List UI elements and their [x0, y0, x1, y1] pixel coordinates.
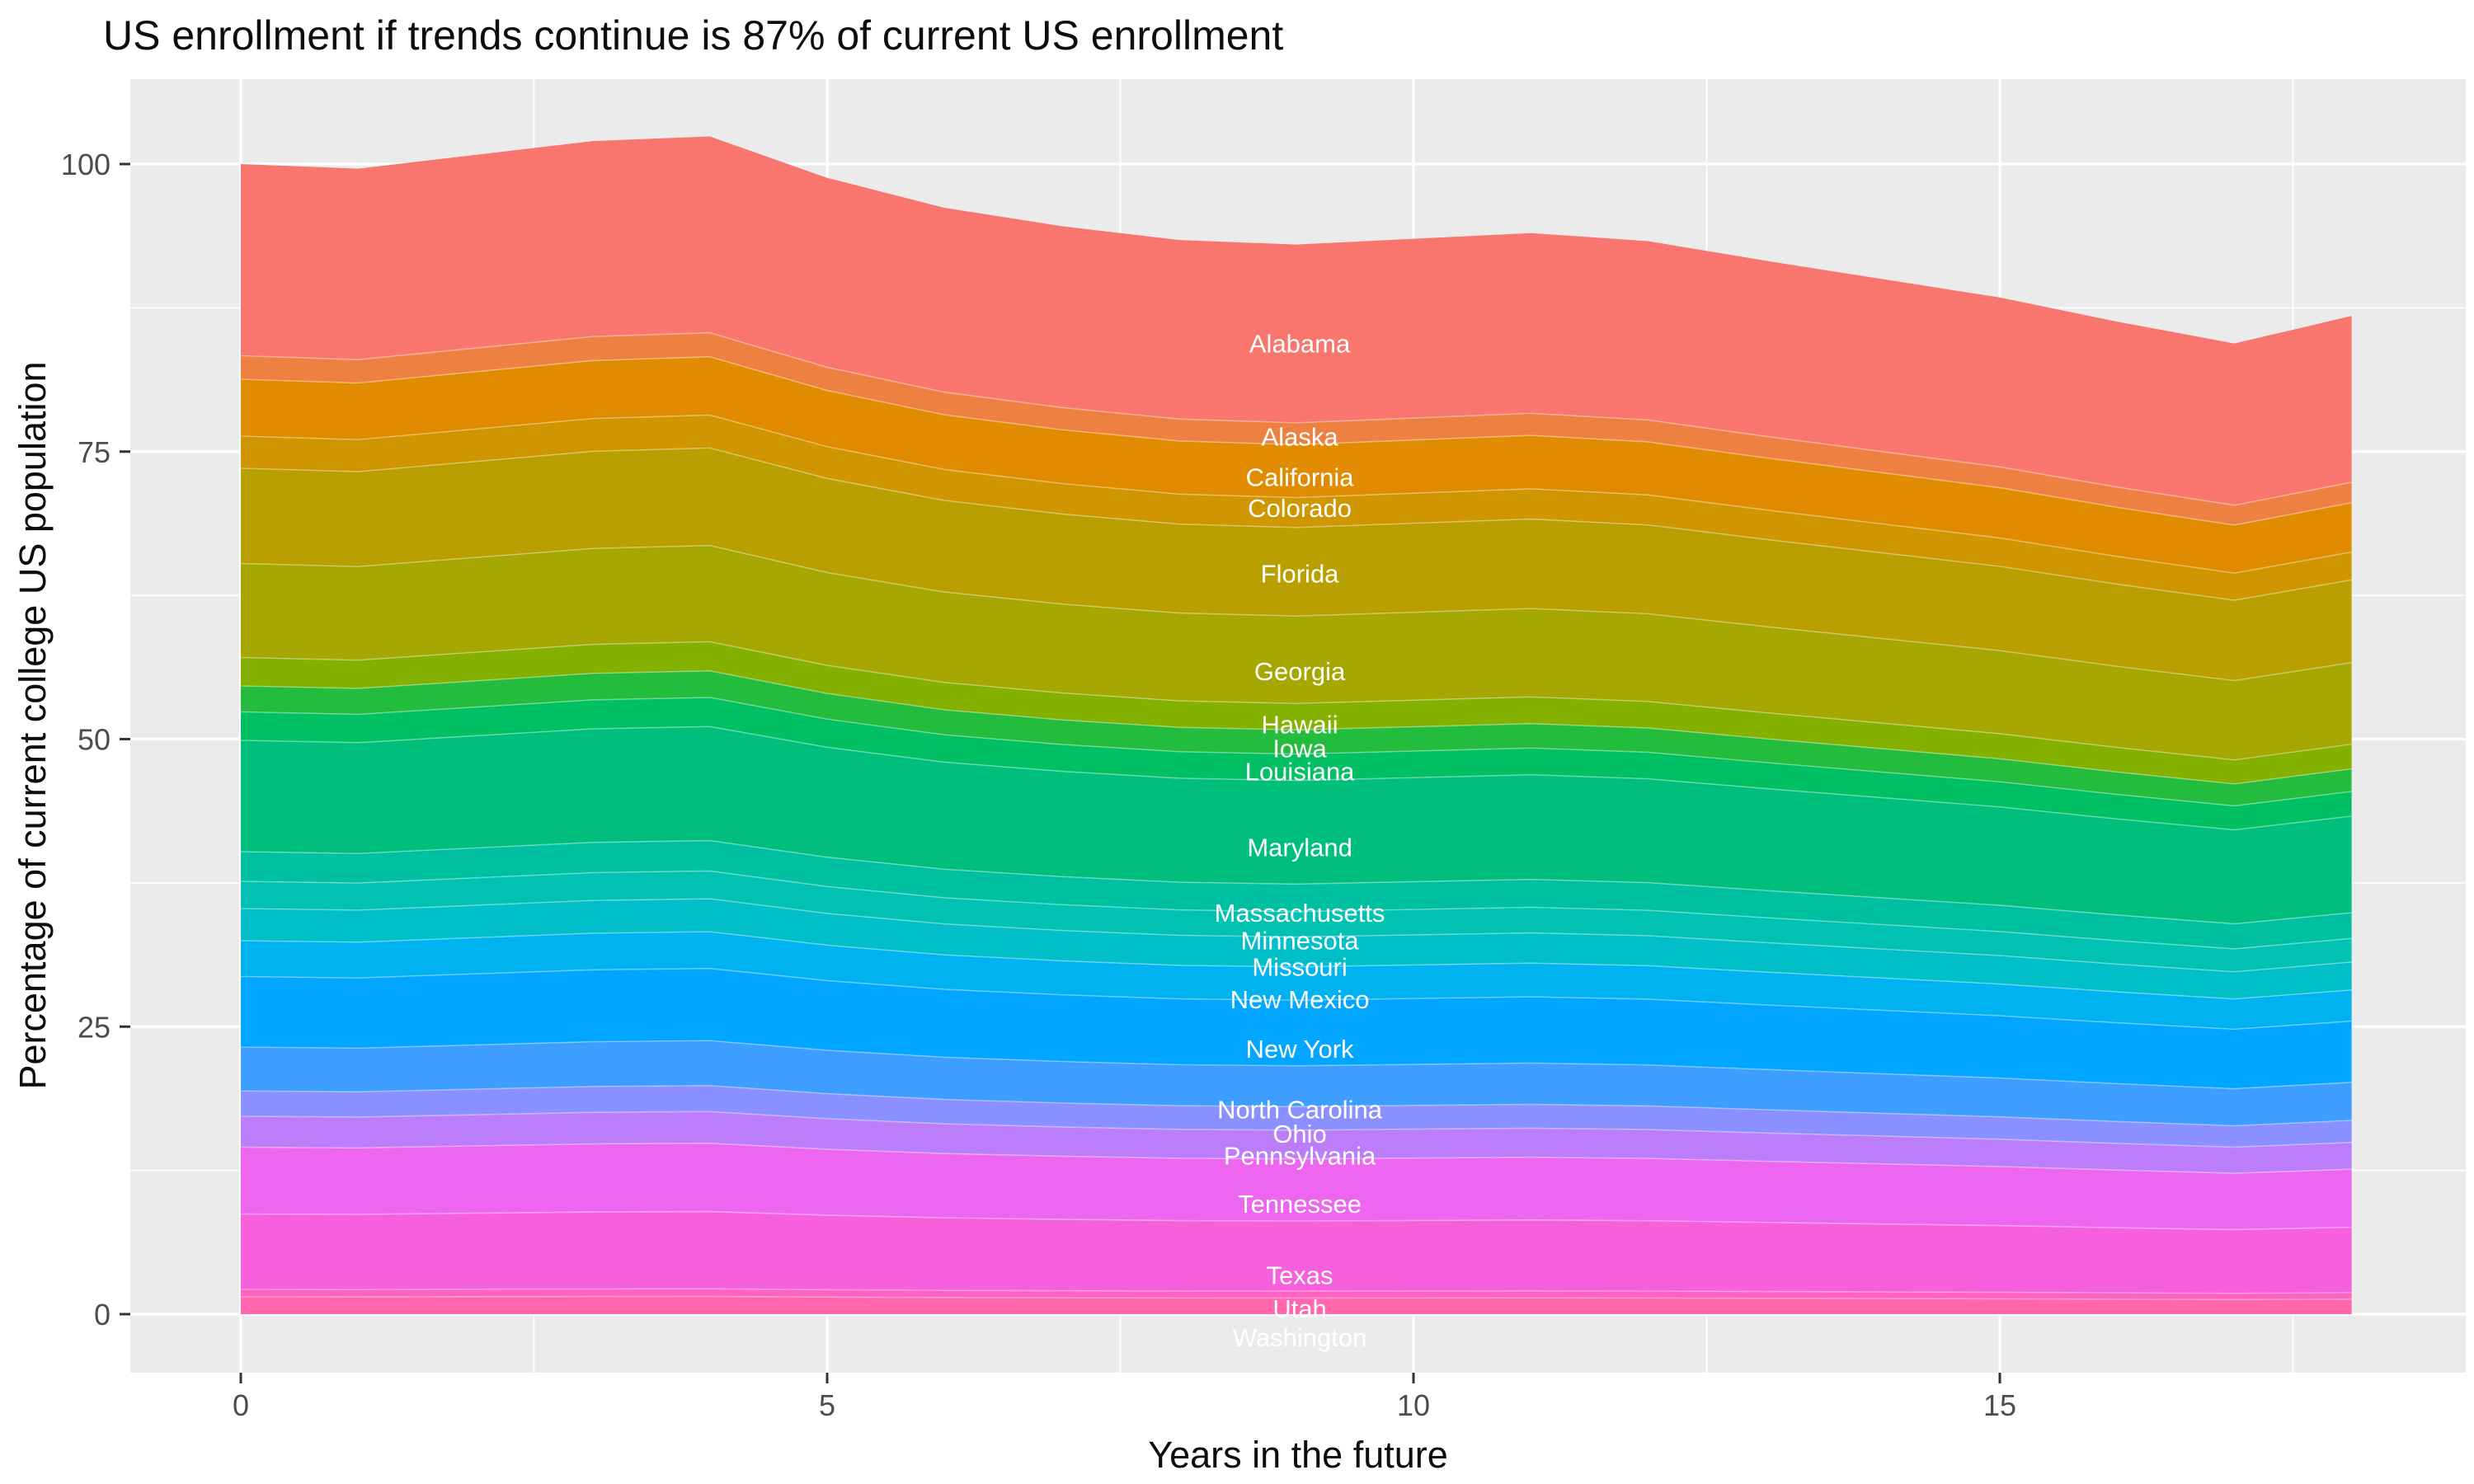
state-label-california: California	[1246, 463, 1355, 491]
state-label-new-mexico: New Mexico	[1230, 985, 1370, 1014]
area-maryland	[241, 726, 2352, 924]
area-new-mexico	[241, 932, 2352, 1030]
band-boundary-line	[240, 898, 2352, 973]
state-label-florida: Florida	[1261, 560, 1340, 589]
x-tick-label: 15	[1983, 1388, 2016, 1422]
band-boundary-line	[240, 967, 2352, 1031]
state-label-minnesota: Minnesota	[1241, 927, 1360, 956]
area-texas	[241, 1211, 2352, 1294]
area-missouri	[241, 899, 2352, 999]
area-north-carolina	[241, 1040, 2352, 1126]
state-label-alaska: Alaska	[1262, 423, 1339, 452]
band-boundary-line	[240, 839, 2352, 925]
band-boundary-line	[240, 1040, 2352, 1090]
area-tennessee	[241, 1143, 2352, 1230]
band-boundary-line	[240, 1288, 2352, 1294]
x-axis-title: Years in the future	[1148, 1434, 1448, 1476]
area-new-york	[241, 968, 2352, 1089]
state-labels: Alabama Alaska California Colorado Florida Ge…	[1215, 330, 1385, 1352]
band-boundary-line	[240, 870, 2352, 950]
y-axis-title: Percentage of current college US populat…	[12, 361, 54, 1089]
state-label-maryland: Maryland	[1247, 834, 1352, 862]
state-label-hawaii: Hawaii	[1262, 710, 1338, 739]
state-label-iowa: Iowa	[1272, 735, 1327, 763]
axis-ticks: 0 5 10 15 0 25 50 75 100	[61, 148, 2016, 1422]
area-florida	[241, 448, 2352, 681]
area-ohio	[241, 1085, 2352, 1148]
x-tick-label: 5	[819, 1388, 835, 1422]
state-label-washington: Washington	[1233, 1323, 1367, 1352]
state-label-colorado: Colorado	[1248, 494, 1352, 523]
band-boundaries	[240, 331, 2352, 1301]
state-label-georgia: Georgia	[1254, 657, 1346, 686]
band-boundary-line	[240, 931, 2352, 1000]
state-label-new-york: New York	[1246, 1035, 1354, 1064]
x-tick-label: 0	[233, 1388, 249, 1422]
state-label-alabama: Alabama	[1249, 330, 1351, 359]
state-label-texas: Texas	[1267, 1261, 1333, 1290]
state-label-north-carolina: North Carolina	[1217, 1096, 1383, 1125]
state-label-ohio: Ohio	[1272, 1120, 1326, 1148]
band-boundary-line	[240, 726, 2352, 831]
area-bands	[241, 136, 2352, 1314]
area-iowa	[241, 670, 2352, 806]
area-alabama	[241, 136, 2352, 505]
y-tick-label: 75	[78, 435, 111, 469]
state-label-louisiana: Louisiana	[1245, 758, 1355, 787]
band-boundary-line	[240, 355, 2352, 526]
area-california	[241, 356, 2352, 574]
area-minnesota	[241, 871, 2352, 972]
area-massachusetts	[241, 840, 2352, 949]
area-utah	[241, 1289, 2352, 1300]
area-alaska	[241, 332, 2352, 525]
band-boundary-line	[240, 1142, 2352, 1174]
band-boundary-line	[240, 1295, 2352, 1301]
band-boundary-line	[240, 1210, 2352, 1231]
band-boundary-line	[240, 697, 2352, 807]
area-louisiana	[241, 697, 2352, 830]
area-georgia	[241, 545, 2352, 760]
state-label-massachusetts: Massachusetts	[1215, 899, 1385, 928]
y-tick-label: 100	[61, 148, 111, 181]
band-boundary-line	[240, 1084, 2352, 1127]
state-label-utah: Utah	[1272, 1294, 1326, 1323]
band-boundary-line	[240, 544, 2352, 682]
band-boundary-line	[240, 641, 2352, 761]
band-boundary-line	[240, 414, 2352, 574]
y-tick-label: 0	[94, 1298, 111, 1331]
y-tick-label: 25	[78, 1010, 111, 1044]
band-boundary-line	[240, 669, 2352, 785]
area-pennsylvania	[241, 1111, 2352, 1174]
state-label-tennessee: Tennessee	[1238, 1190, 1362, 1219]
area-colorado	[241, 415, 2352, 601]
band-boundary-line	[240, 447, 2352, 601]
x-tick-label: 10	[1397, 1388, 1430, 1422]
area-hawaii	[241, 641, 2352, 784]
area-washington	[241, 1296, 2352, 1314]
state-label-pennsylvania: Pennsylvania	[1224, 1141, 1376, 1170]
band-boundary-line	[240, 1111, 2352, 1148]
chart-title: US enrollment if trends continue is 87% …	[103, 12, 1283, 59]
y-tick-label: 50	[78, 723, 111, 757]
band-boundary-line	[240, 331, 2352, 506]
state-label-missouri: Missouri	[1252, 953, 1347, 982]
